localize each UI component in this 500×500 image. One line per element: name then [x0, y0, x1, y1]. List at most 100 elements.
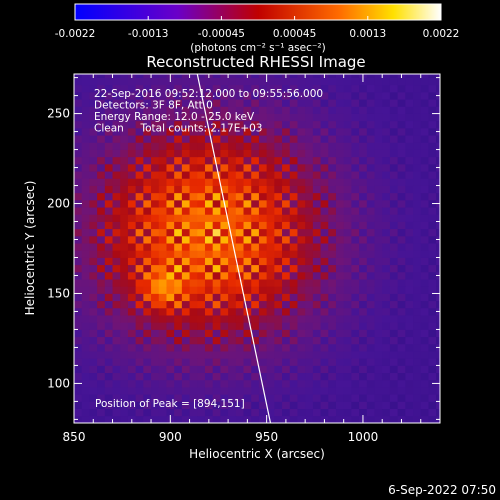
heatmap-cell: [374, 279, 383, 287]
heatmap-cell: [174, 149, 183, 158]
heatmap-cell: [89, 99, 98, 107]
heatmap-cell: [228, 415, 237, 423]
heatmap-cell: [397, 91, 406, 100]
heatmap-cell: [343, 351, 352, 359]
heatmap-cell: [89, 343, 98, 352]
heatmap-cell: [166, 394, 175, 402]
heatmap-cell: [104, 365, 113, 374]
heatmap-cell: [235, 221, 244, 230]
heatmap-cell: [228, 351, 237, 359]
heatmap-cell: [212, 264, 221, 273]
heatmap-cell: [204, 307, 214, 316]
heatmap-cell: [289, 84, 298, 93]
heatmap-cell: [81, 91, 90, 100]
heatmap-cell: [389, 120, 399, 129]
heatmap-cell: [158, 379, 167, 388]
heatmap-cell: [374, 99, 383, 107]
heatmap-cell: [158, 113, 167, 122]
heatmap-cell: [359, 207, 368, 215]
heatmap-cell: [197, 322, 206, 330]
heatmap-cell: [251, 307, 260, 316]
heatmap-cell: [235, 178, 244, 186]
heatmap-cell: [258, 142, 268, 150]
heatmap-cell: [312, 250, 321, 258]
heatmap-cell: [413, 415, 422, 423]
heatmap-cell: [397, 156, 406, 165]
heatmap-cell: [120, 293, 129, 302]
heatmap-cell: [266, 221, 275, 230]
heatmap-cell: [374, 185, 383, 194]
heatmap-cell: [312, 351, 321, 359]
heatmap-cell: [289, 351, 298, 359]
heatmap-cell: [258, 379, 268, 388]
heatmap-cell: [389, 257, 399, 266]
heatmap-cell: [220, 91, 229, 100]
heatmap-cell: [397, 163, 406, 172]
heatmap-cell: [112, 113, 121, 122]
heatmap-cell: [74, 142, 83, 150]
heatmap-cell: [382, 106, 391, 114]
heatmap-cell: [89, 315, 98, 323]
heatmap-cell: [151, 336, 160, 345]
heatmap-cell: [251, 315, 260, 323]
heatmap-cell: [328, 149, 337, 158]
heatmap-cell: [166, 135, 175, 143]
heatmap-cell: [335, 329, 345, 338]
heatmap-cell: [266, 185, 275, 194]
heatmap-cell: [436, 243, 440, 251]
heatmap-cell: [212, 408, 221, 417]
heatmap-cell: [413, 120, 422, 129]
heatmap-cell: [74, 329, 83, 338]
heatmap-cell: [335, 394, 345, 402]
heatmap-cell: [389, 243, 399, 251]
heatmap-cell: [174, 358, 183, 366]
info-line: Detectors: 3F 8F, Att 0: [94, 100, 213, 112]
heatmap-cell: [166, 99, 175, 107]
heatmap-cell: [328, 228, 337, 237]
heatmap-cell: [389, 156, 399, 165]
heatmap-cell: [297, 185, 306, 194]
heatmap-cell: [266, 127, 275, 136]
heatmap-cell: [397, 106, 406, 114]
heatmap-cell: [274, 415, 283, 423]
chart-title: Reconstructed RHESSI Image: [146, 53, 365, 71]
heatmap-cell: [343, 235, 352, 244]
heatmap-cell: [235, 358, 244, 366]
heatmap-cell: [74, 279, 83, 287]
heatmap-cell: [220, 142, 229, 150]
heatmap-cell: [89, 322, 98, 330]
heatmap-cell: [89, 77, 98, 86]
heatmap-cell: [351, 394, 360, 402]
heatmap-cell: [382, 91, 391, 100]
heatmap-cell: [112, 343, 121, 352]
heatmap-cell: [151, 214, 160, 222]
heatmap-cell: [197, 199, 206, 208]
heatmap-cell: [328, 221, 337, 230]
heatmap-cell: [428, 106, 437, 114]
heatmap-cell: [428, 264, 437, 273]
heatmap-cell: [320, 351, 329, 359]
heatmap-cell: [127, 372, 137, 381]
heatmap-cell: [235, 408, 244, 417]
heatmap-cell: [74, 235, 83, 244]
heatmap-cell: [389, 178, 399, 186]
heatmap-cell: [289, 264, 298, 273]
heatmap-cell: [112, 257, 121, 266]
heatmap-cell: [197, 307, 206, 316]
heatmap-cell: [374, 149, 383, 158]
heatmap-cell: [127, 171, 137, 179]
info-block: 22-Sep-2016 09:52:12.000 to 09:55:56.000…: [94, 88, 323, 135]
heatmap-cell: [189, 358, 198, 366]
heatmap-cell: [135, 408, 144, 417]
heatmap-cell: [181, 163, 190, 172]
heatmap-cell: [243, 106, 252, 114]
heatmap-cell: [382, 163, 391, 172]
heatmap-cell: [220, 127, 229, 136]
heatmap-cell: [420, 149, 429, 158]
heatmap-cell: [405, 214, 414, 222]
heatmap-cell: [413, 293, 422, 302]
heatmap-cell: [151, 99, 160, 107]
heatmap-cell: [351, 415, 360, 423]
heatmap-cell: [289, 387, 298, 395]
heatmap-cell: [112, 358, 121, 366]
